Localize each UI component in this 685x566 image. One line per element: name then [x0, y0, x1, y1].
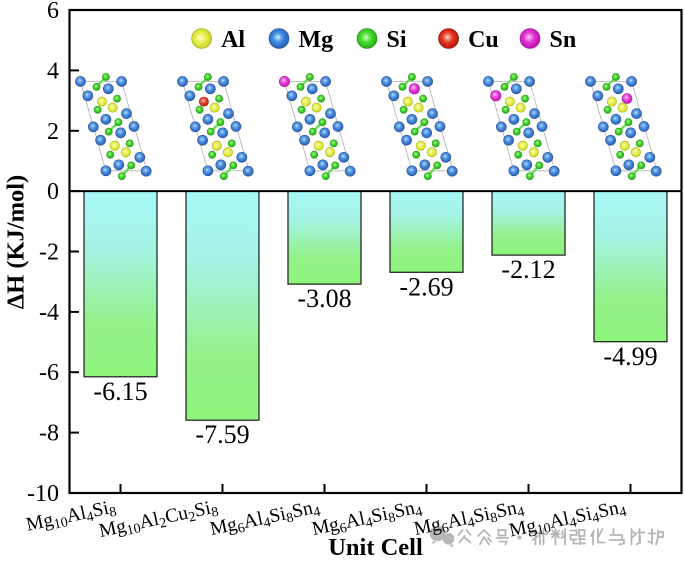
- svg-text:4: 4: [47, 58, 59, 84]
- svg-text:Al: Al: [221, 27, 245, 53]
- svg-text:-4: -4: [39, 300, 59, 326]
- svg-text:-2.69: -2.69: [399, 272, 453, 301]
- svg-text:ΔH (KJ/mol): ΔH (KJ/mol): [3, 175, 30, 309]
- svg-text:6: 6: [47, 0, 59, 24]
- svg-text:-6.15: -6.15: [93, 377, 147, 406]
- svg-text:Sn: Sn: [550, 27, 577, 53]
- svg-text:Mg: Mg: [299, 27, 334, 53]
- svg-text:-6: -6: [39, 360, 59, 386]
- svg-text:-2: -2: [39, 240, 59, 266]
- svg-text:-10: -10: [27, 481, 59, 507]
- svg-text:Unit Cell: Unit Cell: [328, 534, 423, 561]
- svg-text:-8: -8: [39, 421, 59, 447]
- svg-text:-3.08: -3.08: [297, 284, 351, 313]
- svg-text:Cu: Cu: [468, 27, 499, 53]
- svg-text:0: 0: [47, 179, 59, 205]
- svg-text:-4.99: -4.99: [603, 342, 657, 371]
- svg-text:-2.12: -2.12: [501, 255, 555, 284]
- svg-text:Si: Si: [387, 27, 407, 53]
- svg-text:-7.59: -7.59: [195, 420, 249, 449]
- svg-text:2: 2: [47, 119, 59, 145]
